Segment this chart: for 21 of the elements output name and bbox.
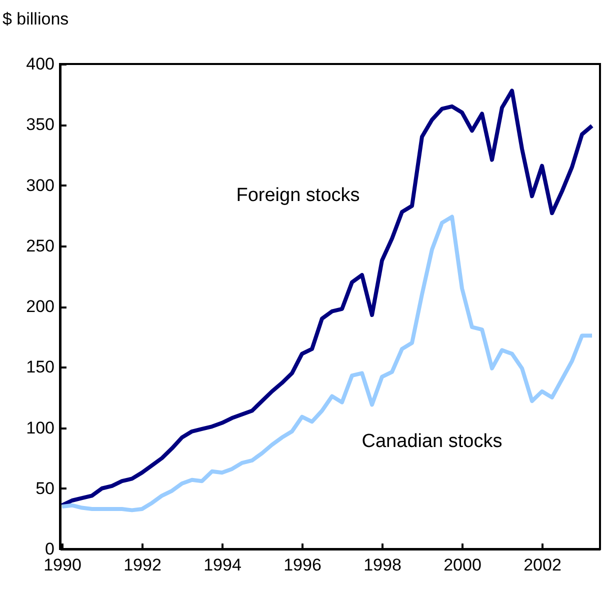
line-series (60, 88, 594, 508)
y-tick-label: 50 (36, 478, 54, 498)
y-tick-label: 250 (26, 236, 54, 256)
x-tick-label: 1998 (364, 556, 402, 574)
x-tick-label: 1990 (44, 556, 82, 574)
x-tick-label: 1994 (204, 556, 242, 574)
x-tick-label: 2000 (444, 556, 482, 574)
series-label: Canadian stocks (362, 431, 502, 452)
x-tick-label: 2002 (524, 556, 562, 574)
y-tick-label: 200 (26, 297, 54, 316)
y-tick-label: 100 (26, 418, 54, 438)
y-tick-label: 400 (26, 54, 54, 74)
y-tick-label: 0 (45, 540, 54, 558)
x-tick-label: 1996 (284, 556, 322, 574)
y-tick-label: 350 (26, 115, 54, 134)
line-series (60, 214, 594, 512)
y-tick-label: 300 (26, 176, 54, 195)
y-axis-title: $ billions (2, 10, 69, 28)
y-tick-label: 150 (26, 358, 54, 377)
x-tick-label: 1992 (124, 556, 162, 574)
text: Foreign stocks (236, 185, 360, 206)
